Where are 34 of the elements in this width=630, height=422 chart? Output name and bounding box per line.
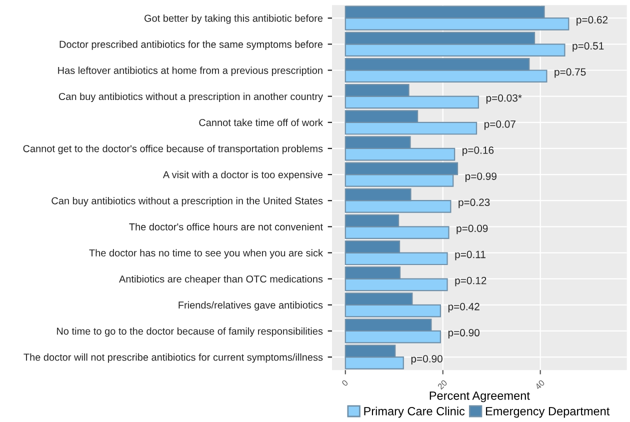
y-tick-label: A visit with a doctor is too expensive — [162, 170, 323, 180]
annotation: p=0.51 — [572, 42, 604, 52]
annotation: p=0.42 — [448, 302, 480, 312]
y-tick-label: Friends/relatives gave antibiotics — [178, 301, 323, 311]
annotation: p=0.99 — [465, 172, 496, 182]
y-tick-label: Has leftover antibiotics at home from a previous prescription — [58, 66, 322, 76]
x-tick-label: 20 — [437, 380, 448, 390]
annotation: p=0.11 — [455, 250, 486, 260]
legend-label: Emergency Department — [486, 407, 610, 418]
annotation: p=0.03* — [486, 94, 522, 104]
x-tick-label: 40 — [534, 380, 545, 390]
annotation: p=0.62 — [576, 16, 608, 26]
annotation: p=0.12 — [455, 276, 486, 286]
y-tick-label: Cannot get to the doctor's office because of transportation problems — [23, 144, 323, 154]
y-tick-label: The doctor will not prescribe antibiotics for current symptoms/illness — [24, 353, 323, 363]
y-tick-label: Cannot take time off of work — [199, 118, 324, 126]
legend-label: Primary Care Clinic — [364, 406, 465, 418]
y-tick-label: Can buy antibiotics without a prescription in another country — [58, 92, 323, 102]
annotation: p=0.90 — [411, 355, 442, 365]
annotation: p=0.23 — [458, 198, 490, 208]
y-tick-label: No time to go to the doctor because of family responsibilities — [57, 327, 323, 337]
annotation: p=0.07 — [484, 120, 516, 130]
x-axis-title: Percent Agreement — [430, 392, 530, 402]
y-tick-label: Can buy antibiotics without a prescription in the United States — [52, 196, 323, 206]
annotation: p=0.16 — [462, 146, 494, 156]
annotation: p=0.90 — [448, 329, 480, 338]
x-tick-label: 0 — [341, 380, 348, 386]
y-tick-label: The doctor's office hours are not convenient — [129, 223, 323, 230]
y-tick-label: The doctor has no time to see you when you are sick — [89, 249, 324, 258]
annotation: p=0.09 — [456, 224, 488, 234]
annotation: p=0.75 — [554, 68, 586, 78]
y-tick-label: Antibiotics are cheaper than OTC medications — [119, 275, 323, 285]
y-tick-label: Doctor prescribed antibiotics for the same symptoms before — [60, 40, 323, 50]
y-tick-label: Got better by taking this antibiotic before — [144, 14, 323, 24]
